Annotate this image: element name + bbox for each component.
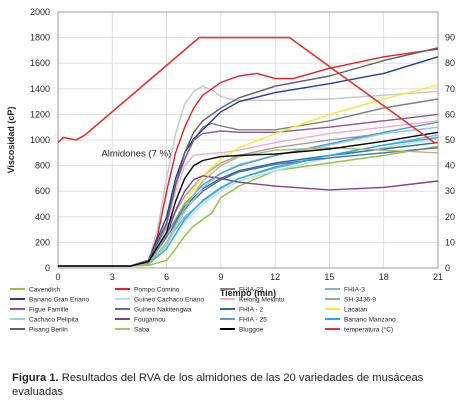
series-line-19 bbox=[57, 36, 438, 144]
y2-tick-label: 20 bbox=[445, 212, 455, 222]
x-axis-title: Tiempo (min) bbox=[220, 288, 276, 298]
y2-tick-label: 50 bbox=[445, 135, 455, 145]
y2-tick-label: 90 bbox=[445, 33, 455, 43]
caption-text: Resultados del RVA de los almidones de l… bbox=[12, 372, 424, 398]
x-tick-label: 12 bbox=[270, 272, 280, 282]
y-tick-label: 0 bbox=[45, 263, 50, 273]
legend-label: temperatura (°C) bbox=[344, 325, 393, 333]
y-tick-label: 1600 bbox=[30, 58, 50, 68]
x-tick-label: 15 bbox=[324, 272, 334, 282]
legend-label: Saba bbox=[134, 326, 150, 333]
legend-label: Guineo Cachaco Enano bbox=[134, 296, 204, 303]
y-tick-label: 2000 bbox=[30, 7, 50, 17]
y2-tick-label: 70 bbox=[445, 84, 455, 94]
chart-annotation: Almidones (7 %) bbox=[101, 149, 171, 160]
y2-tick-label: 40 bbox=[445, 161, 455, 171]
legend-label: Banano Manzano bbox=[344, 316, 396, 323]
legend-label: Kelong Mekintu bbox=[239, 296, 285, 303]
y-tick-label: 800 bbox=[35, 161, 50, 171]
legend-label: Fougamou bbox=[134, 316, 166, 323]
y-axis-title: Viscosidad (cP) bbox=[6, 107, 16, 174]
x-tick-label: 3 bbox=[110, 272, 115, 282]
series-line-0 bbox=[58, 145, 439, 267]
caption-label: Figura 1. bbox=[12, 372, 59, 384]
legend-label: Pompo Comino bbox=[134, 286, 180, 293]
legend-label: Banano Gran Enano bbox=[29, 296, 89, 303]
y-tick-label: 1400 bbox=[30, 84, 50, 94]
legend-label: Guineo Nakitengwa bbox=[134, 306, 192, 313]
x-tick-label: 9 bbox=[218, 272, 223, 282]
legend-label: Cavendish bbox=[29, 286, 60, 293]
legend-label: FHIA - 2 bbox=[239, 306, 264, 313]
y-tick-label: 1200 bbox=[30, 109, 50, 119]
x-tick-label: 6 bbox=[164, 272, 169, 282]
legend-label: Cachaco Pelipita bbox=[29, 316, 79, 323]
chart-svg: 0200400600800100012001400160018002000010… bbox=[6, 7, 455, 333]
y-tick-label: 1000 bbox=[30, 135, 50, 145]
legend-label: Figue Famille bbox=[29, 306, 69, 313]
legend-label: Lacatan bbox=[344, 306, 368, 313]
y2-tick-label: 60 bbox=[445, 109, 455, 119]
legend-label: FHIA-23 bbox=[239, 286, 264, 293]
figure-caption: Figura 1. Resultados del RVA de los almi… bbox=[12, 371, 468, 399]
series-line-14 bbox=[58, 121, 439, 267]
series-line-16 bbox=[58, 47, 439, 267]
y2-tick-label: 0 bbox=[445, 263, 450, 273]
y-tick-label: 400 bbox=[35, 212, 50, 222]
series-line-4 bbox=[58, 56, 439, 267]
plot-frame bbox=[57, 11, 439, 269]
legend-label: FHIA-3 bbox=[344, 286, 365, 293]
series-line-8 bbox=[58, 113, 439, 267]
x-tick-label: 21 bbox=[433, 272, 443, 282]
y-tick-label: 200 bbox=[35, 237, 50, 247]
series-line-10 bbox=[58, 141, 439, 267]
x-tick-label: 18 bbox=[379, 272, 389, 282]
legend-label: Pisang Berlin bbox=[29, 326, 68, 333]
series-line-6 bbox=[58, 120, 439, 267]
series-line-13 bbox=[58, 175, 439, 267]
series-line-18 bbox=[58, 131, 439, 267]
x-tick-label: 0 bbox=[55, 272, 60, 282]
y2-tick-label: 80 bbox=[445, 58, 455, 68]
y2-tick-label: 30 bbox=[445, 186, 455, 196]
series-line-unlabeled bbox=[58, 85, 439, 267]
legend-label: SH-3436-9 bbox=[344, 296, 376, 303]
y-tick-label: 600 bbox=[35, 186, 50, 196]
legend-label: Bluggoe bbox=[239, 326, 264, 333]
y2-tick-label: 10 bbox=[445, 237, 455, 247]
legend-label: FHIA - 25 bbox=[239, 316, 267, 323]
y-tick-label: 1800 bbox=[30, 33, 50, 43]
